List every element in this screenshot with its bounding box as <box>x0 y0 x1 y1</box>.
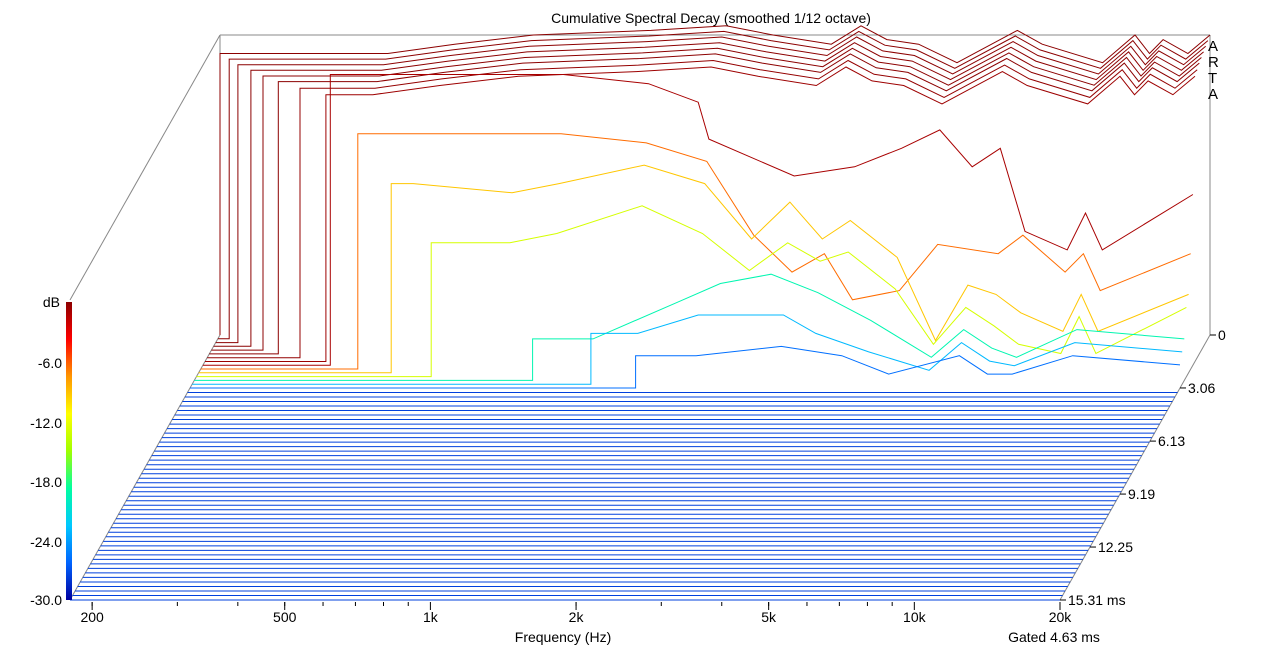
decay-slice <box>198 164 1189 374</box>
frequency-axis: 200 500 1k 2k 5k 10k 20k <box>80 602 1072 625</box>
z-tick-label: 15.31 ms <box>1068 592 1126 608</box>
decay-slice <box>207 59 1198 359</box>
decay-slice <box>209 53 1200 355</box>
colorbar-tick-label: -12.0 <box>30 415 62 431</box>
decay-slice <box>213 42 1204 347</box>
brand-letters: A R T A <box>1208 38 1219 103</box>
z-tick-label: 3.06 <box>1188 380 1215 396</box>
brand-letter: A <box>1208 86 1218 103</box>
plot-frame <box>69 34 1211 601</box>
decay-slice <box>217 30 1209 340</box>
chart-title: Cumulative Spectral Decay (smoothed 1/12… <box>551 10 871 26</box>
decay-slice <box>205 66 1196 362</box>
time-axis: 0 3.06 6.13 9.19 12.25 15.31 ms <box>1060 327 1226 608</box>
x-tick-label: 1k <box>423 609 439 625</box>
z-tick-label: 0 <box>1218 327 1226 343</box>
brand-letter: T <box>1208 70 1217 87</box>
x-tick-label: 200 <box>80 609 104 625</box>
decay-slices <box>190 25 1211 389</box>
depth-floor-right-edge <box>1059 334 1211 601</box>
colorbar-tick-label: -30.0 <box>30 592 62 608</box>
x-tick-label: 2k <box>569 609 585 625</box>
front-slice-lines <box>70 392 1178 601</box>
colorbar-tick-label: -24.0 <box>30 534 62 550</box>
x-tick-label: 500 <box>273 609 297 625</box>
z-tick-label: 9.19 <box>1128 486 1155 502</box>
brand-letter: A <box>1208 38 1218 55</box>
decay-slice <box>190 345 1181 389</box>
decay-slice <box>211 47 1202 351</box>
decay-slice <box>194 273 1185 381</box>
x-tick-label: 5k <box>761 609 777 625</box>
decay-slice <box>196 205 1187 378</box>
colorbar-tick-label: -6.0 <box>38 355 62 371</box>
x-tick-label: 20k <box>1049 609 1073 625</box>
colorbar-gradient <box>66 302 72 600</box>
decay-slice <box>202 74 1194 366</box>
color-bar: dB -6.0 -12.0 -18.0 -24.0 -30.0 <box>30 294 72 608</box>
depth-floor-left-edge <box>69 334 221 601</box>
depth-top-edge <box>69 34 221 301</box>
colorbar-label: dB <box>43 294 60 310</box>
gating-note: Gated 4.63 ms <box>1008 629 1100 645</box>
decay-slice <box>200 133 1191 370</box>
x-axis-label: Frequency (Hz) <box>515 629 611 645</box>
decay-slice <box>192 314 1183 385</box>
z-tick-label: 12.25 <box>1098 539 1133 555</box>
brand-letter: R <box>1208 54 1219 71</box>
z-tick-label: 6.13 <box>1158 433 1185 449</box>
x-tick-label: 10k <box>903 609 927 625</box>
decay-slice <box>219 25 1211 335</box>
colorbar-tick-label: -18.0 <box>30 474 62 490</box>
decay-slice <box>215 36 1207 344</box>
